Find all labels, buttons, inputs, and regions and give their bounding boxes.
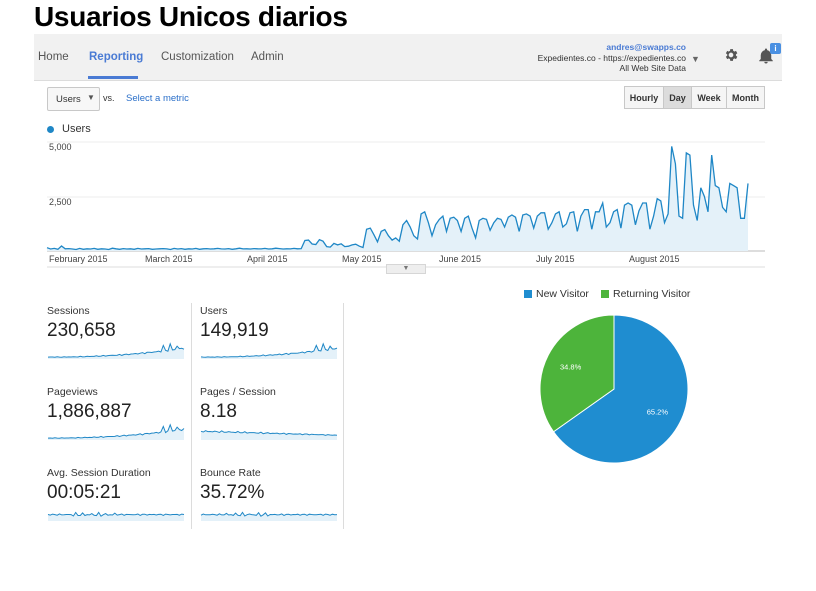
pie-slice-label: 34.8% (560, 363, 582, 372)
metric-label: Users (200, 305, 228, 317)
sparkline-line (200, 511, 338, 517)
x-tick-label: February 2015 (49, 254, 108, 264)
x-tick-label: April 2015 (247, 254, 288, 264)
legend-label-new-visitor: New Visitor (536, 288, 589, 300)
metric-value: 8.18 (200, 401, 237, 422)
legend-label-users: Users (62, 123, 91, 135)
metric-label: Avg. Session Duration (47, 467, 151, 479)
metric-dropdown-label: Users (56, 94, 81, 105)
x-tick-label: June 2015 (439, 254, 481, 264)
pie-slice-label: 65.2% (647, 407, 669, 416)
users-area-fill (47, 146, 748, 251)
metric-label: Pageviews (47, 386, 98, 398)
tile-divider (191, 303, 192, 529)
account-selector[interactable]: andres@swapps.co Expedientes.co - https:… (538, 42, 686, 74)
users-series-line (46, 146, 749, 251)
sparkline (200, 342, 338, 359)
pie-legend-new-visitor: New Visitor (524, 288, 589, 300)
sparkline-line (200, 430, 338, 436)
nav-admin[interactable]: Admin (251, 51, 284, 63)
sparkline-line (47, 342, 185, 358)
sparkline-fill (201, 343, 337, 359)
metric-value: 149,919 (200, 320, 269, 341)
sparkline (47, 423, 185, 440)
sparkline (47, 511, 185, 521)
granularity-hourly-button[interactable]: Hourly (624, 86, 664, 109)
account-email: andres@swapps.co (606, 42, 686, 52)
analytics-panel: Home Reporting Customization Admin andre… (34, 34, 782, 529)
chevron-down-icon: ▼ (87, 93, 95, 102)
nav-customization[interactable]: Customization (161, 51, 234, 63)
granularity-day-button[interactable]: Day (663, 86, 692, 109)
sparkline-fill (48, 343, 184, 359)
y-tick-label: 5,000 (49, 142, 72, 152)
metric-tile-users[interactable]: Users 149,919 (200, 305, 338, 371)
top-nav-bar: Home Reporting Customization Admin andre… (34, 34, 782, 81)
vs-label: vs. (103, 93, 115, 103)
chevron-down-icon[interactable]: ▼ (691, 54, 700, 64)
metric-value: 35.72% (200, 482, 265, 503)
x-tick-label: May 2015 (342, 254, 382, 264)
granularity-month-button[interactable]: Month (726, 86, 765, 109)
sparkline-line (47, 511, 185, 517)
sparkline-line (47, 423, 185, 439)
metric-dropdown[interactable]: Users ▼ (47, 87, 100, 111)
metric-value: 230,658 (47, 320, 116, 341)
select-metric-link[interactable]: Select a metric (126, 93, 189, 104)
pie-legend-returning-visitor: Returning Visitor (601, 288, 690, 300)
slide-title: Usuarios Unicos diarios (34, 1, 348, 32)
legend-swatch-new (524, 290, 532, 298)
metric-value: 00:05:21 (47, 482, 121, 503)
nav-home[interactable]: Home (38, 51, 69, 63)
metric-value: 1,886,887 (47, 401, 132, 422)
pie-slice[interactable] (539, 314, 615, 433)
metric-tile-pageviews[interactable]: Pageviews 1,886,887 (47, 386, 185, 452)
x-tick-label: August 2015 (629, 254, 680, 264)
sparkline-fill (201, 430, 337, 440)
x-tick-label: March 2015 (145, 254, 193, 264)
metric-label: Pages / Session (200, 386, 276, 398)
x-tick-label: July 2015 (536, 254, 575, 264)
sparkline (200, 430, 338, 440)
visitor-type-pie-chart: 65.2% 34.8% (539, 314, 689, 464)
active-tab-indicator (88, 76, 138, 79)
metric-tile-pages-per-session[interactable]: Pages / Session 8.18 (200, 386, 338, 452)
metric-label: Bounce Rate (200, 467, 261, 479)
metric-tile-avg-session-duration[interactable]: Avg. Session Duration 00:05:21 (47, 467, 185, 533)
x-axis-labels: February 2015 March 2015 April 2015 May 201… (49, 254, 680, 264)
y-tick-label: 2,500 (49, 197, 72, 207)
sparkline-fill (48, 424, 184, 440)
metric-label: Sessions (47, 305, 90, 317)
sparkline (200, 511, 338, 521)
sparkline-line (200, 342, 338, 358)
legend-marker-users (47, 126, 54, 133)
sparkline-fill (201, 512, 337, 521)
gear-icon[interactable] (723, 47, 739, 63)
pie-slice[interactable] (552, 314, 689, 464)
nav-reporting[interactable]: Reporting (89, 51, 144, 63)
metric-tile-sessions[interactable]: Sessions 230,658 (47, 305, 185, 371)
notification-badge[interactable]: i (770, 43, 781, 54)
tile-divider (343, 303, 344, 529)
account-view: All Web Site Data (619, 63, 686, 73)
users-line-chart: 5,000 2,500 February 2015 March 2015 April… (46, 141, 765, 268)
metric-tile-bounce-rate[interactable]: Bounce Rate 35.72% (200, 467, 338, 533)
sparkline (47, 342, 185, 359)
legend-label-returning-visitor: Returning Visitor (613, 288, 691, 300)
chart-collapse-toggle[interactable]: ▼ (386, 264, 426, 274)
bell-icon[interactable] (757, 47, 775, 65)
account-property: Expedientes.co - https://expedientes.co (537, 52, 686, 63)
legend-swatch-returning (601, 290, 609, 298)
granularity-week-button[interactable]: Week (691, 86, 727, 109)
